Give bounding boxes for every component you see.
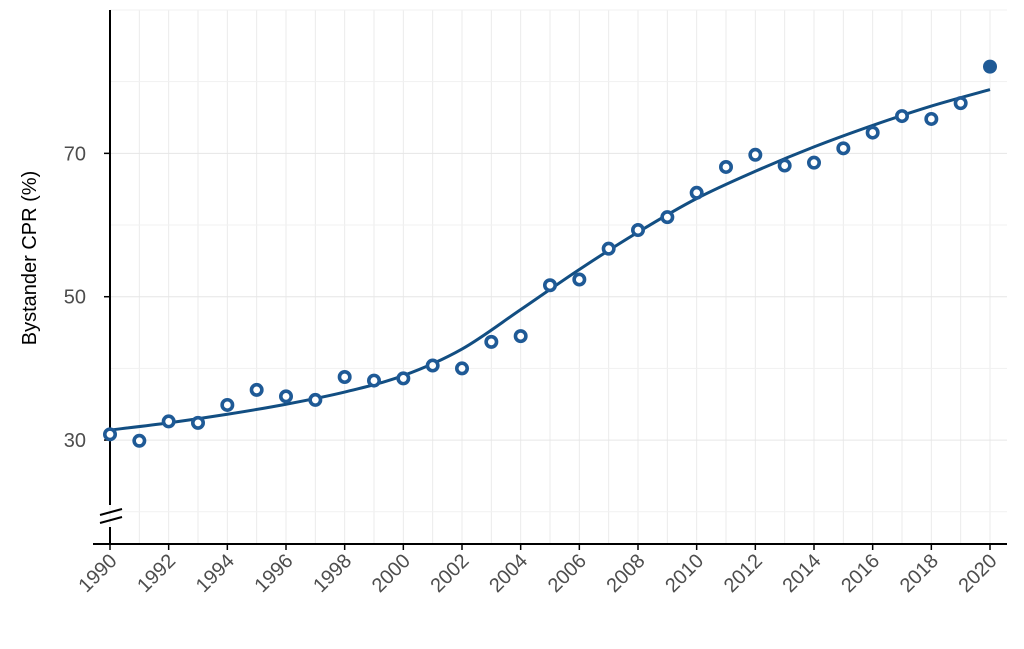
- data-point: [220, 397, 235, 412]
- data-point: [161, 414, 176, 429]
- data-point: [630, 223, 645, 238]
- data-point: [396, 371, 411, 386]
- x-tick-label: 2000: [368, 550, 415, 597]
- x-tick-label: 2006: [544, 550, 591, 597]
- x-tick-label: 2002: [427, 550, 474, 597]
- data-point: [278, 389, 293, 404]
- grid: [109, 9, 1007, 544]
- data-point: [484, 334, 499, 349]
- y-tick-label: 70: [64, 143, 86, 165]
- data-point: [718, 159, 733, 174]
- data-point: [191, 415, 206, 430]
- data-point: [777, 158, 792, 173]
- x-tick-label: 1998: [309, 550, 356, 597]
- x-tick-label: 2016: [837, 550, 884, 597]
- x-tick-label: 2004: [485, 550, 532, 597]
- data-point: [337, 369, 352, 384]
- plot-area: [103, 59, 997, 448]
- y-tick-label: 30: [64, 430, 86, 452]
- x-tick-label: 2010: [661, 550, 708, 597]
- data-point: [132, 433, 147, 448]
- x-tick-label: 1996: [251, 550, 298, 597]
- axes: [93, 10, 1007, 550]
- data-point: [572, 272, 587, 287]
- data-point: [924, 111, 939, 126]
- x-tick-label: 2020: [955, 550, 1002, 597]
- x-tick-label: 1990: [75, 550, 122, 597]
- data-point: [454, 361, 469, 376]
- data-point: [865, 125, 880, 140]
- y-tick-label: 50: [64, 287, 86, 309]
- x-tick-label: 2012: [720, 550, 767, 597]
- data-point: [249, 382, 264, 397]
- data-point: [894, 109, 909, 124]
- data-point: [836, 141, 851, 156]
- x-tick-label: 1994: [192, 550, 239, 597]
- data-point: [601, 241, 616, 256]
- data-point-filled: [983, 59, 997, 74]
- data-point: [308, 392, 323, 407]
- axis-break-mark: [99, 516, 123, 524]
- data-point: [366, 373, 381, 388]
- data-point: [953, 96, 968, 111]
- y-axis-label: Bystander CPR (%): [19, 171, 41, 346]
- x-tick-label: 2018: [896, 550, 943, 597]
- data-point: [748, 147, 763, 162]
- x-tick-labels: 1990 1992 1994 1996 1998 2000 2002 2004 2006 2008…: [75, 550, 1002, 597]
- data-point: [660, 210, 675, 225]
- data-point: [806, 155, 821, 170]
- x-tick-label: 1992: [133, 550, 180, 597]
- x-tick-label: 2014: [779, 550, 826, 597]
- y-tick-labels: 30 50 70: [64, 143, 86, 452]
- data-point: [689, 185, 704, 200]
- data-point: [542, 278, 557, 293]
- data-point: [103, 427, 118, 442]
- data-point: [513, 329, 528, 344]
- axis-break-mark: [99, 508, 123, 516]
- x-tick-label: 2008: [603, 550, 650, 597]
- data-point: [425, 358, 440, 373]
